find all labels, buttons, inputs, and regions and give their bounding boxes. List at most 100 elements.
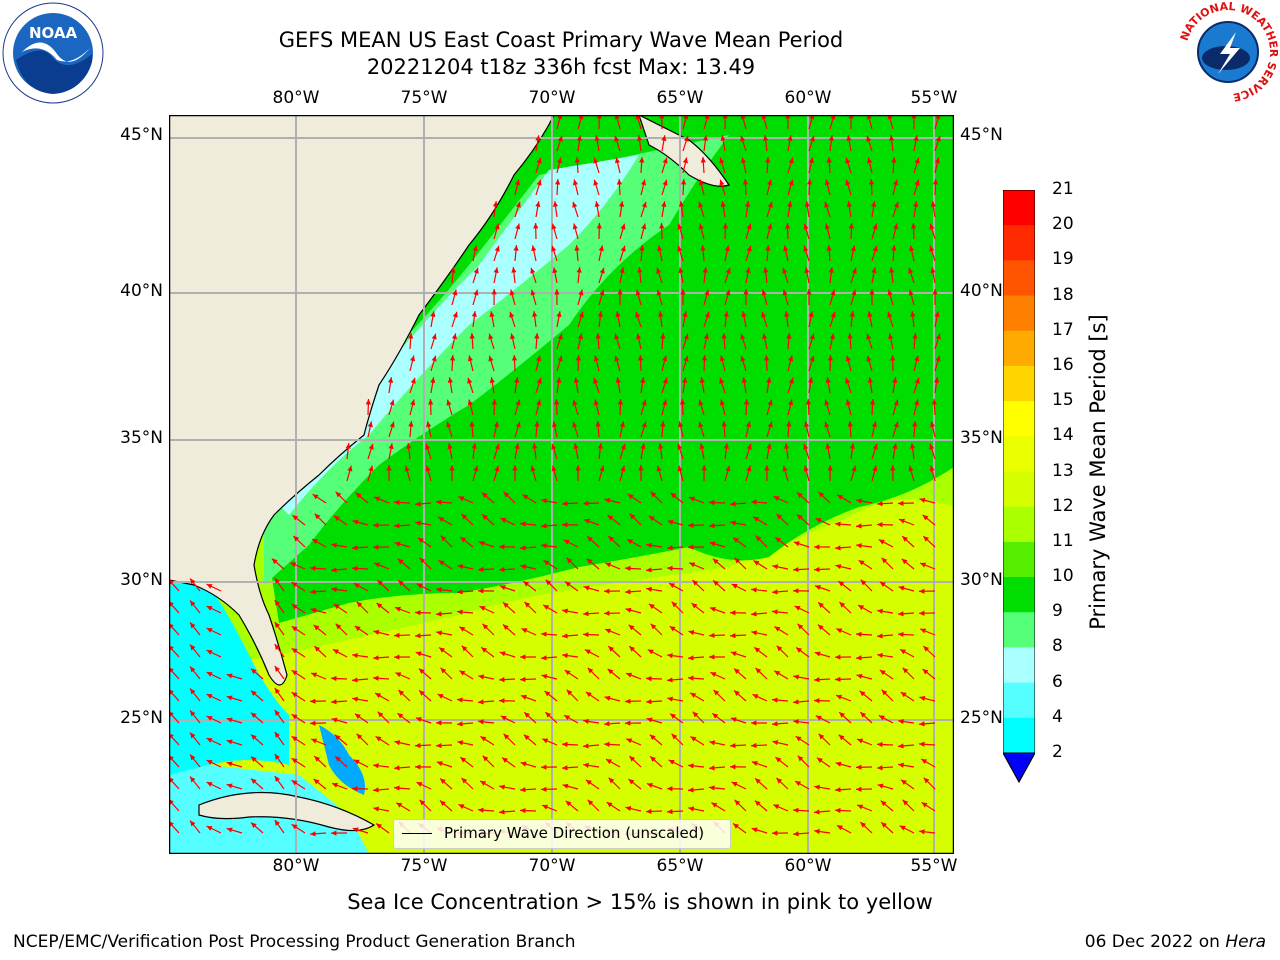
wave-arrow-head xyxy=(367,421,373,428)
wave-arrow-head xyxy=(480,736,487,742)
wave-arrow-head xyxy=(520,807,526,814)
wave-arrow-head xyxy=(671,601,678,608)
wave-arrow-head xyxy=(893,421,899,428)
wave-arrow-head xyxy=(614,355,620,362)
wave-arrow-head xyxy=(395,606,401,612)
wave-arrow-head xyxy=(785,223,791,229)
wave-arrow-head xyxy=(431,333,437,340)
wave-arrow-head xyxy=(930,421,936,428)
wave-arrow-head xyxy=(583,518,590,524)
wave-arrow-head xyxy=(919,588,925,594)
wave-arrow-head xyxy=(775,757,782,763)
wave-arrow-head xyxy=(543,560,550,566)
wave-arrow-head xyxy=(457,740,464,746)
wave-arrow-head xyxy=(900,779,907,785)
wave-arrow-head xyxy=(314,756,321,762)
wave-arrow-head xyxy=(310,698,316,704)
wave-arrow-head xyxy=(776,777,783,784)
lon-label-top: 55°W xyxy=(910,88,958,108)
wave-arrow-head xyxy=(503,733,510,740)
wave-arrow-head xyxy=(866,135,872,142)
wave-arrow-head xyxy=(530,267,536,274)
wave-arrow-head xyxy=(677,465,683,472)
wave-arrow-head xyxy=(291,824,298,830)
wave-arrow-head xyxy=(914,377,920,384)
wave-arrow-head xyxy=(877,783,884,789)
wave-arrow-head xyxy=(793,699,799,705)
wave-arrow-head xyxy=(566,557,573,564)
wave-arrow-head xyxy=(599,465,605,472)
lat-label-left: 30°N xyxy=(120,570,163,590)
wave-arrow-head xyxy=(859,690,866,697)
wave-arrow-head xyxy=(730,520,737,526)
wave-arrow-head xyxy=(741,157,747,164)
wave-arrow-head xyxy=(353,759,360,765)
wave-arrow-head xyxy=(563,715,570,721)
wave-arrow-head xyxy=(709,606,716,612)
wave-arrow-head xyxy=(719,355,725,362)
wave-arrow-head xyxy=(797,623,804,630)
wave-arrow-head xyxy=(709,740,716,746)
wave-arrow-head xyxy=(352,786,358,792)
wave-arrow-head xyxy=(721,421,727,427)
wave-arrow-head xyxy=(436,761,443,767)
wave-arrow-head xyxy=(461,645,468,652)
wave-arrow-head xyxy=(354,713,361,719)
wave-arrow-head xyxy=(389,421,395,428)
wave-arrow-head xyxy=(250,690,257,697)
wave-arrow-head xyxy=(860,579,867,586)
wave-arrow-head xyxy=(274,709,280,716)
wave-arrow-head xyxy=(751,720,757,726)
wave-arrow-head xyxy=(373,763,379,769)
wave-arrow-head xyxy=(814,566,820,573)
wave-arrow-head xyxy=(899,825,906,831)
wave-arrow-head xyxy=(767,201,773,208)
wave-arrow-head xyxy=(410,377,416,384)
wave-arrow-head xyxy=(793,541,800,547)
wave-arrow-head xyxy=(274,731,280,738)
wave-arrow-head xyxy=(868,179,875,185)
wave-arrow-head xyxy=(509,289,515,296)
wave-arrow-head xyxy=(824,223,830,230)
wave-arrow-head xyxy=(614,157,621,164)
wave-arrow-head xyxy=(688,806,695,812)
wave-arrow-head xyxy=(573,377,579,383)
wave-arrow-head xyxy=(543,604,550,610)
wave-arrow-head xyxy=(457,589,463,595)
wave-arrow-head xyxy=(436,720,442,726)
wave-arrow-head xyxy=(352,696,358,702)
lon-label-top: 65°W xyxy=(656,88,704,108)
wave-arrow-head xyxy=(499,585,506,591)
colorbar-tick-label: 9 xyxy=(1052,601,1063,622)
wave-arrow-head xyxy=(851,267,857,274)
wave-arrow-head xyxy=(625,607,632,613)
wave-arrow-head xyxy=(551,443,557,450)
wave-arrow-head xyxy=(641,223,647,230)
wave-arrow-head xyxy=(848,223,855,229)
wave-arrow-head xyxy=(893,201,899,208)
wave-arrow-head xyxy=(449,465,455,471)
wave-arrow-head xyxy=(921,759,928,764)
map-svg xyxy=(167,112,955,855)
wave-arrow-head xyxy=(657,245,663,252)
wave-arrow-head xyxy=(931,399,938,405)
lon-label-bottom: 60°W xyxy=(784,856,832,876)
wave-arrow-head xyxy=(690,736,697,742)
wave-arrow-head xyxy=(731,782,738,787)
wave-arrow-head xyxy=(274,687,280,694)
wave-arrow-head xyxy=(688,787,694,793)
wave-arrow-head xyxy=(835,676,841,682)
wave-arrow-head xyxy=(593,355,599,362)
wave-arrow-head xyxy=(503,602,509,608)
wave-arrow-head xyxy=(765,245,771,251)
wave-arrow-head xyxy=(826,245,832,251)
wave-arrow-head xyxy=(824,399,830,406)
wave-arrow-head xyxy=(683,135,689,142)
subtitle-wrapper: Sea Ice Concentration > 15% is shown in … xyxy=(0,890,1280,914)
wave-arrow-head xyxy=(471,311,477,317)
wave-arrow-head xyxy=(919,741,925,747)
gulf-fill-4-6 xyxy=(169,583,289,775)
wave-arrow-head xyxy=(711,802,718,808)
wave-arrow-head xyxy=(619,267,625,274)
sea-ice-note: Sea Ice Concentration > 15% is shown in … xyxy=(347,890,933,914)
